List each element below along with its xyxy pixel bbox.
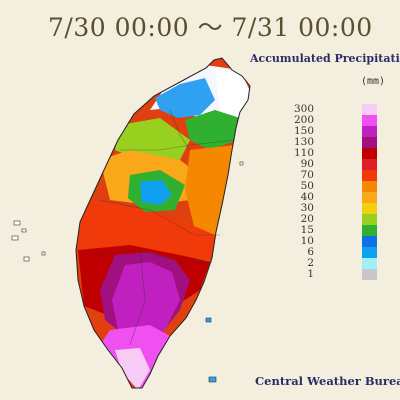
legend-swatch [362, 192, 377, 203]
county-boundaries [89, 109, 236, 346]
legend-swatch [362, 214, 377, 225]
legend-swatch [362, 126, 377, 137]
legend-label: 10 [300, 235, 314, 247]
legend-label: 20 [300, 213, 314, 225]
legend-label: 6 [307, 246, 314, 258]
islands [11, 161, 244, 383]
page-title: 7/30 00:00 ～ 7/31 00:00 [48, 13, 373, 42]
legend-label: 130 [293, 136, 314, 148]
legend-swatch [362, 225, 377, 236]
legend-swatch [362, 247, 377, 258]
legend-label: 150 [293, 125, 314, 137]
legend-label: 200 [293, 114, 314, 126]
legend-swatch [362, 115, 377, 126]
legend-swatch [362, 236, 377, 247]
legend-swatch [362, 148, 377, 159]
legend-label: 30 [300, 202, 314, 214]
legend-swatch [362, 269, 377, 280]
legend-label: 70 [300, 169, 314, 181]
legend-label: 1 [307, 268, 314, 280]
map-subtitle: Accumulated Precipitation [250, 52, 400, 65]
rainfall-shading [76, 58, 250, 388]
legend-label: 15 [300, 224, 314, 236]
legend-swatch [362, 137, 377, 148]
legend-label: 40 [300, 191, 314, 203]
legend-swatch [362, 104, 377, 115]
legend-label: 2 [307, 257, 314, 269]
legend-unit: (mm) [361, 76, 386, 87]
legend-swatch [362, 203, 377, 214]
legend-label: 50 [300, 180, 314, 192]
legend-swatch [362, 181, 377, 192]
legend-label: 300 [293, 103, 314, 115]
legend-swatch [362, 159, 377, 170]
legend-label: 110 [293, 147, 314, 159]
legend-label: 90 [300, 158, 314, 170]
legend-swatch [362, 258, 377, 269]
taiwan-outline [75, 57, 251, 389]
legend-swatch [362, 170, 377, 181]
credit-label: Central Weather Bureau [255, 374, 400, 388]
